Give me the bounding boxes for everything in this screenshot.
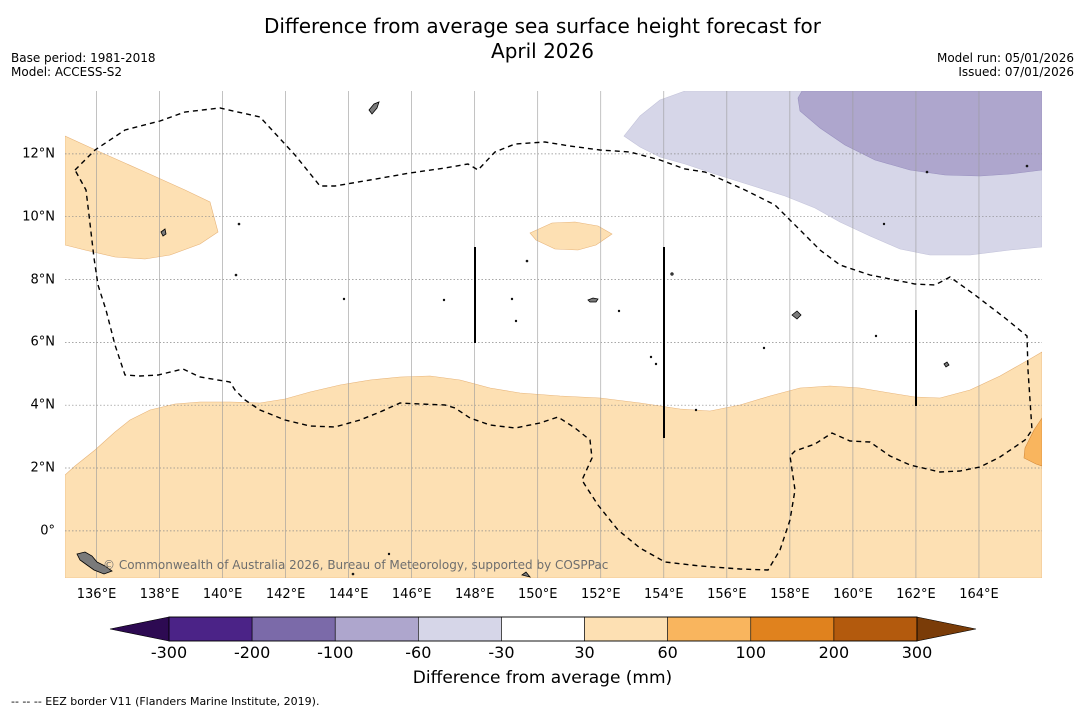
y-tick-label: 12°N: [22, 146, 55, 162]
x-tick-label: 146°E: [391, 587, 432, 602]
atoll-5: [342, 297, 346, 301]
atoll-2: [234, 273, 238, 277]
colorbar-segment-7: [750, 616, 835, 642]
y-tick-label: 0°: [40, 523, 55, 539]
atoll-17: [694, 408, 698, 412]
anomaly-30-60-south: [65, 351, 1042, 578]
colorbar-tick-label: 300: [901, 643, 933, 662]
y-tick-label: 8°N: [30, 272, 56, 288]
atoll-16: [1025, 164, 1029, 168]
x-tick-label: 150°E: [517, 587, 558, 602]
colorbar-segment-3: [418, 616, 502, 642]
atoll-15: [925, 170, 929, 174]
y-tick-label: 6°N: [30, 334, 56, 350]
x-tick-label: 144°E: [328, 587, 369, 602]
atoll-1: [237, 222, 241, 226]
anomaly-minus60-minus100-northeast: [797, 91, 1042, 177]
atoll-9: [617, 309, 621, 313]
model-run-text: Model run: 05/01/2026: [936, 51, 1074, 65]
eez-border: [74, 107, 1033, 571]
x-tick-label: 162°E: [896, 587, 936, 602]
anomaly-60-100-east: [1023, 417, 1042, 467]
guam-island: [368, 101, 380, 115]
copyright-text: © Commonwealth of Australia 2026, Bureau…: [103, 558, 609, 572]
colorbar-tick-label: -100: [317, 643, 354, 662]
x-tick-label: 138°E: [139, 587, 180, 602]
x-tick-label: 142°E: [265, 587, 306, 602]
colorbar-frame: [168, 616, 918, 642]
colorbar: [109, 616, 977, 642]
kosrae-island: [943, 361, 950, 368]
atoll-8: [514, 319, 518, 323]
atoll-18: [387, 552, 391, 556]
colorbar-segments: [168, 616, 918, 642]
x-tick-label: 140°E: [202, 587, 243, 602]
colorbar-segment-8: [833, 616, 918, 642]
x-tick-label: 154°E: [644, 587, 684, 602]
y-tick-label: 4°N: [30, 397, 56, 413]
colorbar-segment-0: [168, 616, 253, 642]
colorbar-tick-label: -300: [150, 643, 188, 662]
colorbar-segment-5: [584, 616, 668, 642]
colorbar-segment-2: [334, 616, 419, 642]
x-tick-label: 160°E: [833, 587, 873, 602]
atoll-3: [525, 259, 529, 263]
run-info: Model run: 05/01/2026 Issued: 07/01/2026: [937, 51, 1074, 79]
x-tick-label: 158°E: [770, 587, 810, 602]
x-tick-label: 148°E: [454, 587, 495, 602]
chuuk-island: [587, 297, 599, 303]
atoll-4: [670, 272, 674, 276]
model-info: Base period: 1981-2018 Model: ACCESS-S2: [11, 51, 156, 79]
atoll-12: [762, 346, 766, 350]
x-tick-label: 156°E: [707, 587, 747, 602]
y-tick-label: 10°N: [22, 209, 55, 225]
colorbar-label: Difference from average (mm): [412, 668, 673, 688]
atoll-10: [649, 355, 653, 359]
x-tick-label: 152°E: [581, 587, 621, 602]
colorbar-tick-label: 30: [574, 643, 595, 662]
atoll-11: [654, 362, 658, 366]
base-period-text: Base period: 1981-2018: [11, 51, 156, 65]
colorbar-over-arrow: [916, 616, 977, 642]
y-tick-label: 2°N: [30, 460, 56, 476]
title-line-1: Difference from average sea surface heig…: [263, 14, 822, 38]
colorbar-tick-label: -200: [233, 643, 271, 662]
colorbar-tick-label: -60: [405, 643, 432, 662]
islands: [76, 101, 1029, 578]
colorbar-under-arrow: [109, 616, 170, 642]
atoll-7: [510, 297, 514, 301]
colorbar-tick-label: -30: [488, 643, 515, 662]
atoll-13: [874, 334, 878, 338]
pohnpei-island: [791, 310, 802, 320]
anomaly-30-60-northwest: [65, 135, 219, 260]
colorbar-tick-label: 200: [818, 643, 850, 662]
new-guinea-coast: [76, 551, 113, 575]
small-island-north-png: [521, 571, 532, 578]
atoll-14: [882, 222, 886, 226]
colorbar-tick-label: 100: [735, 643, 767, 662]
x-tick-label: 136°E: [76, 587, 117, 602]
colorbar-segment-6: [667, 616, 752, 642]
yap-island: [160, 228, 167, 237]
colorbar-segment-1: [251, 616, 336, 642]
title-line-2: April 2026: [491, 39, 594, 63]
map-title: Difference from average sea surface heig…: [0, 14, 1085, 64]
eez-legend-text: -- -- -- EEZ border V11 (Flanders Marine…: [11, 695, 320, 708]
issued-text: Issued: 07/01/2026: [958, 65, 1074, 79]
anomaly-30-60-central: [529, 221, 613, 251]
colorbar-segment-4: [501, 616, 585, 642]
model-text: Model: ACCESS-S2: [11, 65, 123, 79]
x-tick-label: 164°E: [959, 587, 999, 602]
atoll-6: [442, 298, 446, 302]
colorbar-tick-label: 60: [657, 643, 678, 662]
atoll-19: [351, 572, 355, 576]
